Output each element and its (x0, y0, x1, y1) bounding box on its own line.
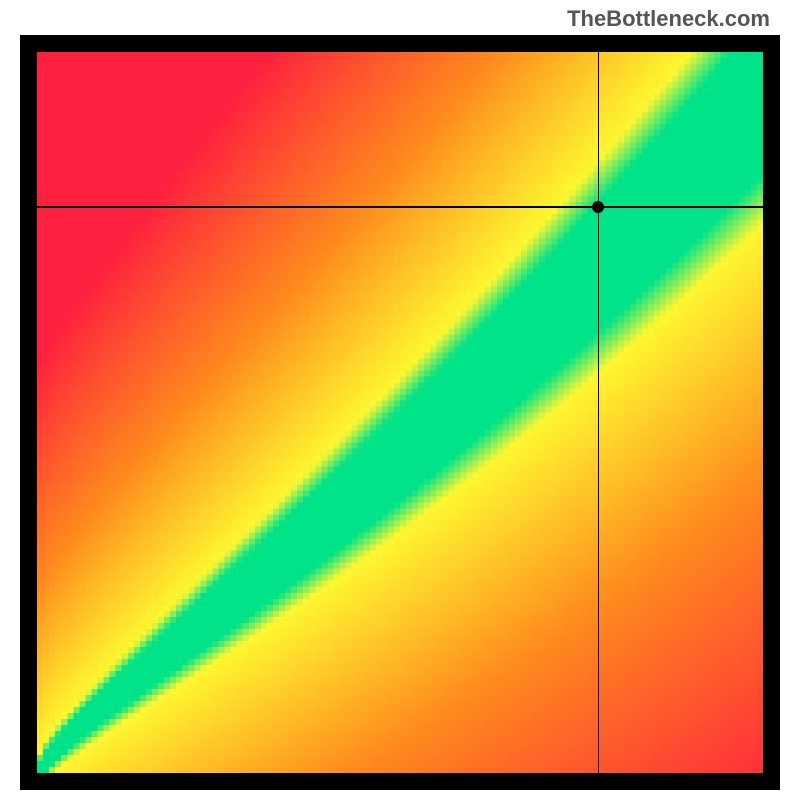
bottleneck-heatmap (37, 52, 763, 773)
crosshair-vertical (598, 52, 599, 773)
chart-container: TheBottleneck.com (0, 0, 800, 800)
crosshair-horizontal (37, 206, 763, 207)
watermark-text: TheBottleneck.com (567, 6, 770, 32)
